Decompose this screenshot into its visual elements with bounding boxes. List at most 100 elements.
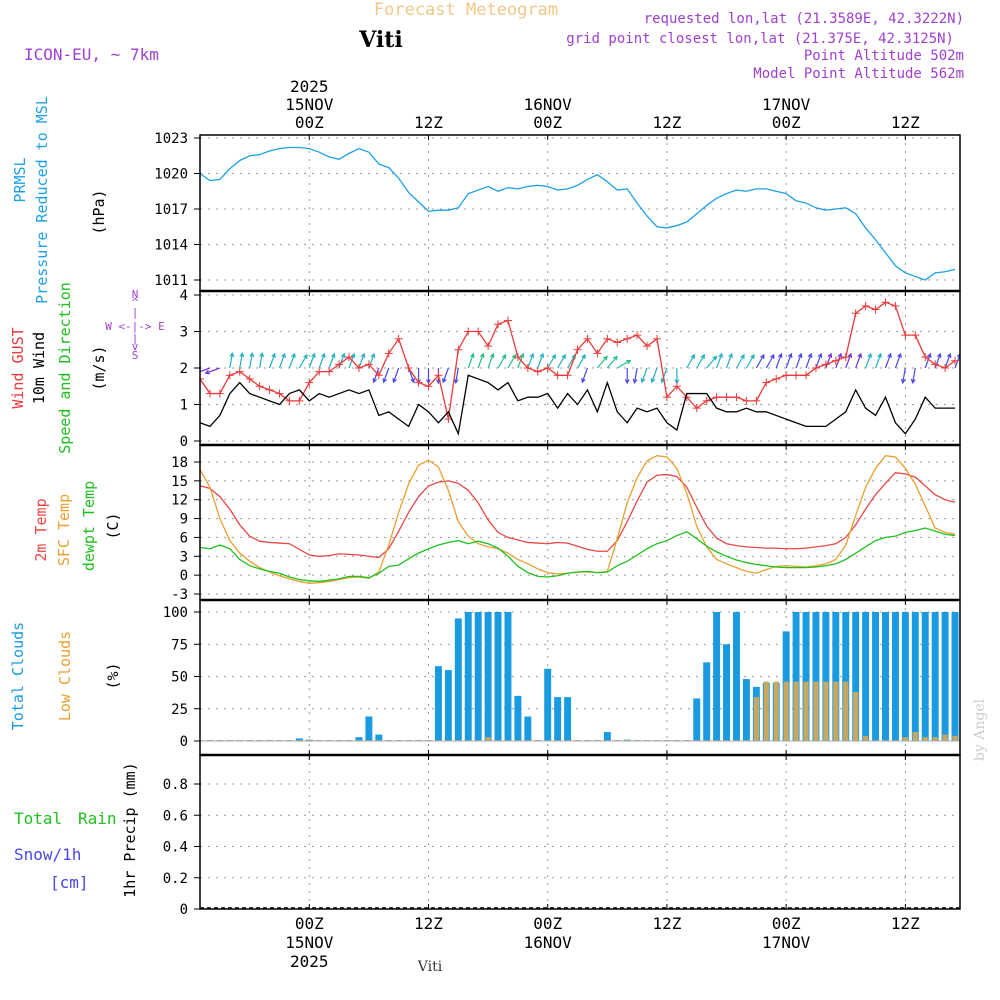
top-time-label: 00Z	[295, 113, 324, 132]
compass-n: N	[132, 288, 139, 301]
wind-ytick-label: 4	[180, 288, 188, 304]
gust-marker	[325, 367, 334, 376]
gust-marker	[563, 371, 572, 380]
wind-direction-arrow	[785, 352, 793, 369]
wind-arrow-shaft	[745, 354, 755, 369]
gust-marker	[871, 305, 880, 314]
clouds-bar-total-clouds	[365, 716, 373, 741]
wind-arrow-shaft	[308, 353, 315, 369]
gust-marker	[474, 327, 483, 336]
wind-direction-arrow	[527, 352, 535, 369]
wind-arrow-head	[613, 355, 618, 361]
temperature-ytick-label: -3	[171, 587, 188, 603]
wind-arrow-head	[479, 352, 485, 358]
snow-unit: [cm]	[50, 873, 89, 892]
clouds-bar-total-clouds	[832, 612, 840, 741]
wind-direction-arrow	[259, 351, 265, 369]
gust-marker	[722, 393, 731, 402]
wind-arrow-head	[360, 352, 366, 358]
wind-arrow-shaft	[318, 353, 325, 369]
temperature-series-2m-temp	[200, 471, 956, 559]
wind-arrow-shaft	[785, 353, 792, 369]
gust-marker	[782, 371, 791, 380]
gust-marker	[384, 349, 393, 358]
sfc-label: SFC Temp	[55, 494, 73, 566]
wind-arrow-head	[728, 352, 733, 358]
wind-arrow-shaft	[278, 353, 286, 369]
pressure-frame	[199, 134, 961, 292]
wind-arrow-shaft	[455, 367, 459, 383]
precipitation-ytick-label: 0.4	[163, 840, 188, 856]
wind-arrow-head	[259, 351, 265, 358]
clouds-ytick-label: 100	[163, 605, 188, 621]
gust-marker	[921, 353, 930, 362]
clouds-bar-total-clouds	[812, 612, 820, 741]
wind-arrow-head	[900, 378, 906, 385]
wind-direction-arrow	[874, 352, 882, 369]
gust-marker	[335, 360, 344, 369]
wind-arrow-head	[718, 352, 723, 358]
wind-arrow-shaft	[547, 354, 556, 369]
gust-marker	[633, 331, 642, 340]
clouds-bar-total-clouds	[732, 612, 740, 741]
wind-arrow-head	[887, 352, 892, 358]
wind-arrow-head	[650, 378, 656, 384]
model-altitude: Model Point Altitude 562m	[753, 66, 964, 82]
clouds-bar-total-clouds	[891, 612, 899, 741]
wind-direction-arrow	[865, 352, 872, 369]
wind-arrow-head	[539, 352, 545, 358]
clouds-bar-total-clouds	[872, 612, 880, 741]
wind-speed-label: 10m Wind	[30, 332, 48, 404]
wind-arrow-shaft	[517, 353, 524, 369]
wind-arrow-shaft	[855, 353, 862, 369]
clouds-bar-low-clouds	[912, 731, 918, 741]
clouds-bar-low-clouds	[952, 735, 958, 741]
wind-direction-arrow	[477, 352, 485, 369]
wind-direction-arrow	[288, 352, 296, 369]
pressure-ytick-label: 1014	[154, 238, 188, 254]
gust-marker	[215, 389, 224, 398]
wind-direction-arrow	[557, 353, 566, 369]
wind-arrow-shaft	[696, 354, 705, 369]
wind-direction-arrow	[674, 368, 680, 385]
wind-ytick-label: 2	[180, 361, 188, 377]
watermark: by Angel	[972, 698, 988, 761]
gust-marker	[354, 364, 363, 372]
clouds-bar-total-clouds	[504, 612, 512, 741]
clouds-bar-total-clouds	[931, 612, 939, 741]
gust-marker	[205, 389, 214, 398]
wind-arrow-shaft	[725, 353, 733, 369]
clouds-bar-total-clouds	[713, 612, 721, 741]
clouds-bar-low-clouds	[863, 735, 869, 741]
wind-direction-arrow	[650, 367, 658, 384]
clouds-bar-low-clouds	[823, 681, 829, 741]
wind-arrow-head	[626, 359, 632, 365]
compass-s: S	[132, 349, 139, 362]
wind-arrow-shaft	[894, 353, 902, 369]
pressure-ytick-label: 1011	[154, 273, 188, 289]
wind-arrow-head	[581, 378, 586, 384]
gust-marker	[414, 378, 423, 387]
wind-arrow-head	[740, 353, 745, 360]
gust-marker	[245, 374, 254, 383]
clouds-bar-total-clouds	[484, 612, 492, 741]
wind-arrow-head	[196, 370, 200, 374]
clouds-bar-total-clouds	[901, 612, 909, 741]
wind-dir-label: Speed and Direction	[56, 282, 74, 454]
gust-marker	[295, 396, 304, 405]
bottom-date-label: 15NOV	[285, 933, 334, 952]
gust-marker	[881, 298, 890, 307]
clouds-bar-low-clouds	[753, 697, 759, 741]
gust-marker	[652, 334, 661, 343]
wind-arrow-head	[249, 351, 255, 358]
temperature-ytick-label: 3	[180, 549, 188, 565]
snow-label: Snow/1h	[14, 845, 81, 864]
clouds-bar-total-clouds	[882, 612, 889, 741]
wind-arrow-head	[632, 378, 638, 385]
wind-arrow-shaft	[581, 367, 589, 383]
wind-direction-arrow	[358, 352, 366, 369]
wind-arrow-head	[469, 352, 475, 358]
wind-direction-arrow	[755, 353, 765, 369]
wind-ytick-label: 0	[180, 434, 188, 450]
